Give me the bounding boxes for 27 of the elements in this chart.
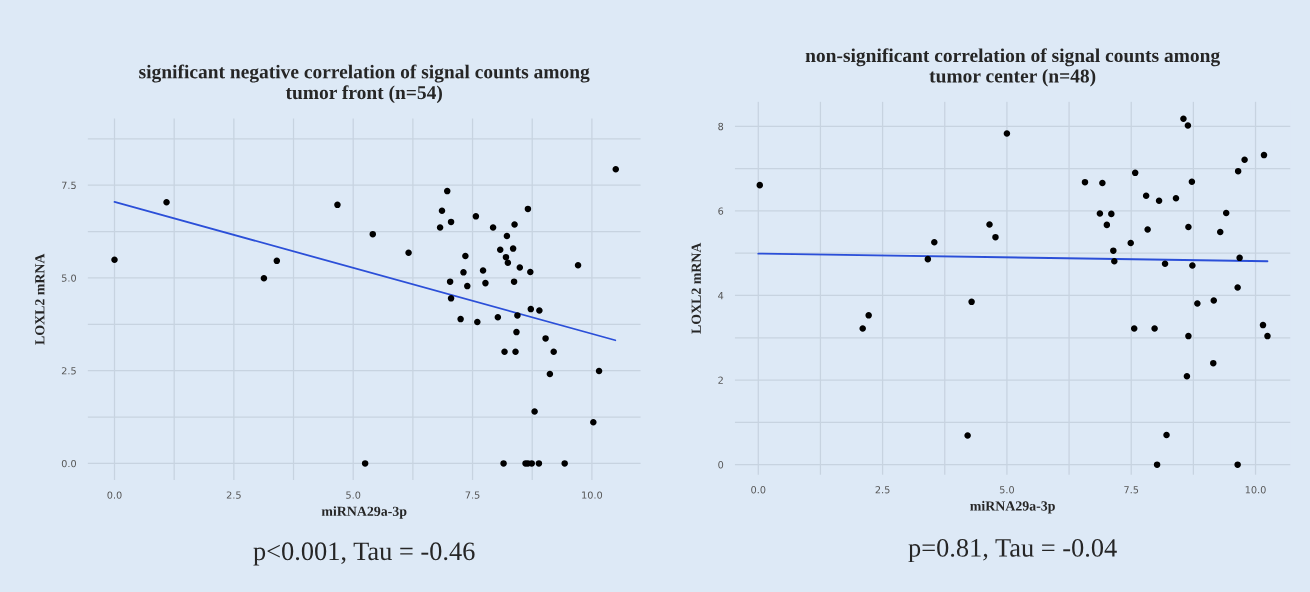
y-tick-label: 6 (718, 207, 724, 215)
y-axis-title: LOXL2 mRNA (35, 253, 45, 345)
x-tick-label: 7.5 (465, 491, 480, 499)
chart-title: significant negative correlation of signal counts among tumor front (n=54) (139, 64, 590, 104)
text: p<0.001, Tau = -0.46 (253, 542, 475, 566)
x-axis-title: miRNA29a-3p (970, 500, 1055, 514)
x-tick-label: 10.0 (1245, 486, 1266, 494)
x-tick-label: 0.0 (107, 491, 122, 499)
text: p=0.81, Tau = -0.04 (908, 538, 1117, 563)
x-tick-label: 5.0 (346, 491, 361, 499)
y-tick-label: 4 (718, 292, 724, 300)
y-tick-label: 8 (718, 122, 724, 131)
y-tick-label: 2 (718, 376, 723, 384)
x-tick-label: 2.5 (875, 486, 890, 494)
x-tick-label: 0.0 (751, 486, 766, 494)
chart-title: non-significant correlation of signal counts among tumor center (n=48) (805, 48, 1220, 87)
y-axis-title: LOXL2 mRNA (691, 242, 701, 334)
y-tick-label: 7.5 (62, 181, 76, 190)
y-tick-label: 0.0 (61, 459, 77, 468)
x-tick-label: 5.0 (999, 486, 1014, 494)
y-tick-label: 5.0 (61, 274, 77, 282)
y-tick-label: 2.5 (61, 367, 76, 375)
x-tick-label: 7.5 (1124, 486, 1139, 494)
y-tick-label: 0 (718, 461, 724, 469)
x-tick-label: 2.5 (226, 491, 241, 499)
x-axis-title: miRNA29a-3p (321, 506, 407, 519)
x-tick-label: 10.0 (582, 491, 603, 499)
